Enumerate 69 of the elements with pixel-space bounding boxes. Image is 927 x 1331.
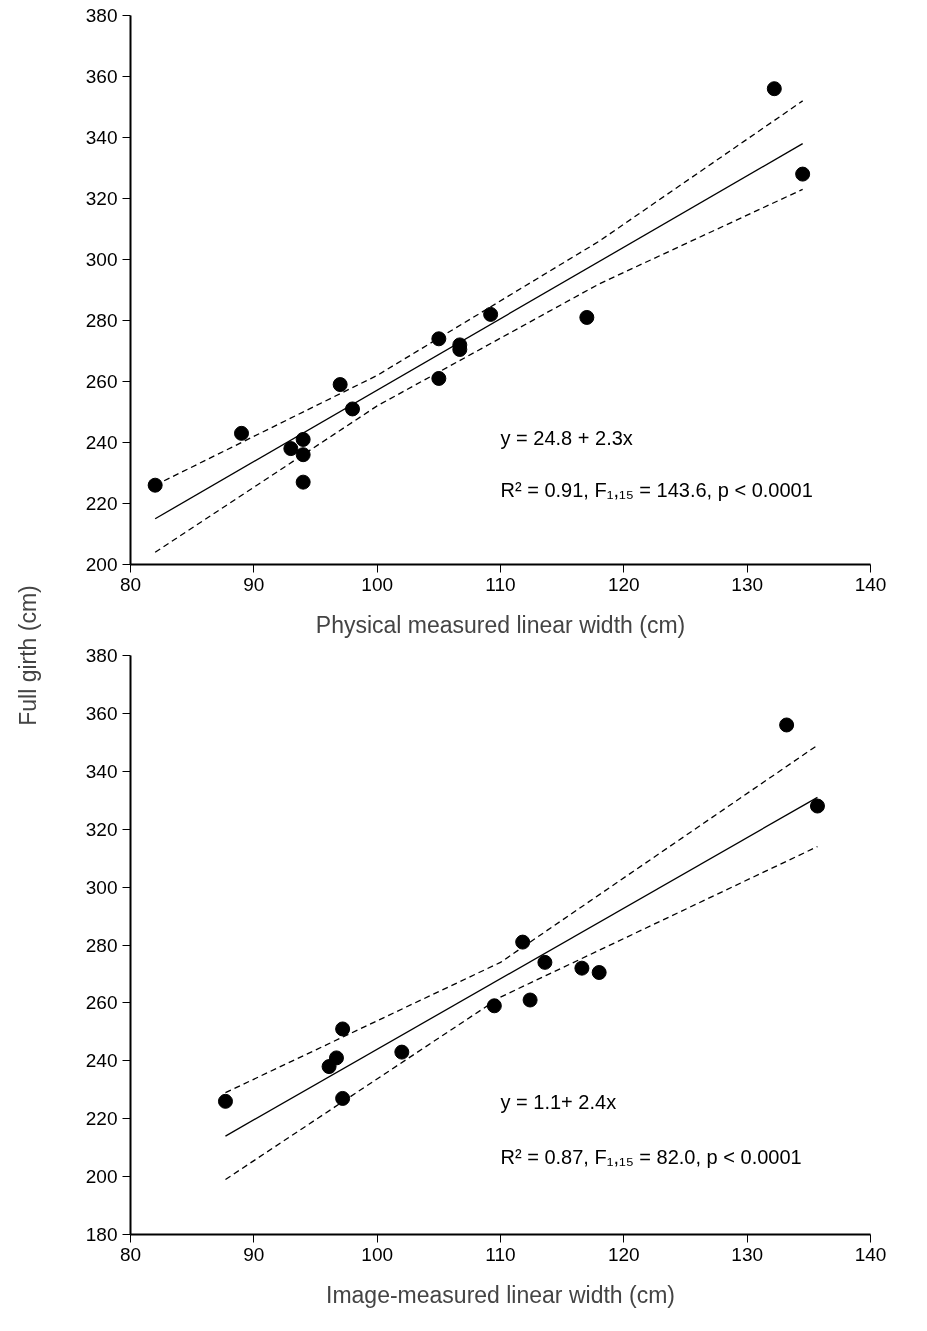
- y-tick-label: 240: [85, 432, 118, 453]
- point: [147, 477, 163, 493]
- y-tick-label: 380: [85, 5, 118, 26]
- y-tick-label: 320: [85, 188, 118, 209]
- y-tick-label: 180: [85, 1224, 118, 1245]
- x-tick-label: 100: [361, 573, 394, 595]
- y-tick-label: 360: [85, 66, 118, 87]
- y-tick-label: 340: [85, 127, 118, 148]
- y-tick-label: 260: [85, 992, 118, 1014]
- point: [345, 401, 360, 417]
- x-axis-title: Physical measured linear width (cm): [315, 611, 686, 638]
- point: [283, 441, 299, 457]
- x-tick-label: 130: [731, 1243, 764, 1265]
- x-tick-label: 130: [731, 573, 764, 595]
- point: [483, 306, 499, 322]
- x-axis-title: Image-measured linear width (cm): [326, 1281, 675, 1308]
- y-tick-label: 360: [85, 702, 118, 724]
- y-tick-label: 240: [85, 1050, 118, 1072]
- y-tick-label: 300: [85, 249, 118, 270]
- y-tick-label: 380: [85, 645, 118, 666]
- x-tick-label: 100: [361, 1243, 394, 1265]
- x-tick-label: 90: [243, 1243, 265, 1265]
- annotation: R² = 0.87, F₁,₁₅ = 82.0, p < 0.0001: [500, 1145, 802, 1168]
- x-tick-label: 110: [485, 1243, 516, 1265]
- point: [515, 934, 531, 950]
- point: [579, 309, 595, 325]
- x-tick-label: 140: [854, 1243, 887, 1265]
- point: [328, 1050, 344, 1066]
- point: [766, 81, 782, 97]
- point: [795, 166, 811, 182]
- point: [522, 992, 538, 1008]
- y-tick-label: 200: [85, 554, 118, 575]
- x-tick-label: 80: [119, 573, 142, 595]
- x-tick-label: 80: [119, 1243, 142, 1265]
- x-tick-label: 90: [243, 573, 265, 595]
- y-tick-label: 220: [85, 1108, 118, 1130]
- point: [295, 431, 311, 447]
- y-axis-title: Full girth (cm): [15, 585, 41, 726]
- point: [335, 1090, 351, 1106]
- y-tick-label: 200: [85, 1166, 118, 1188]
- annotation: y = 1.1+ 2.4x: [500, 1090, 617, 1113]
- annotation: y = 24.8 + 2.3x: [500, 427, 633, 450]
- point: [394, 1044, 410, 1060]
- point: [234, 425, 249, 441]
- y-tick-label: 260: [85, 371, 118, 392]
- y-tick-label: 220: [85, 493, 118, 514]
- y-tick-label: 280: [85, 310, 118, 331]
- point: [591, 965, 607, 980]
- point: [537, 954, 553, 970]
- point: [295, 447, 311, 463]
- x-tick-label: 120: [607, 573, 640, 595]
- point: [217, 1093, 233, 1109]
- y-tick-label: 280: [85, 934, 118, 956]
- x-tick-label: 110: [485, 573, 516, 595]
- point: [295, 474, 311, 490]
- point: [779, 717, 795, 733]
- point: [431, 331, 447, 347]
- point: [335, 1021, 351, 1037]
- annotation: R² = 0.91, F₁,₁₅ = 143.6, p < 0.0001: [500, 479, 813, 502]
- y-tick-label: 340: [85, 760, 118, 782]
- point: [431, 370, 447, 386]
- x-tick-label: 140: [854, 573, 887, 595]
- point: [332, 377, 348, 393]
- x-tick-label: 120: [607, 1243, 640, 1265]
- point: [574, 960, 590, 976]
- point: [809, 798, 825, 814]
- y-tick-label: 320: [85, 818, 118, 840]
- point: [486, 998, 502, 1014]
- y-tick-label: 300: [85, 876, 118, 898]
